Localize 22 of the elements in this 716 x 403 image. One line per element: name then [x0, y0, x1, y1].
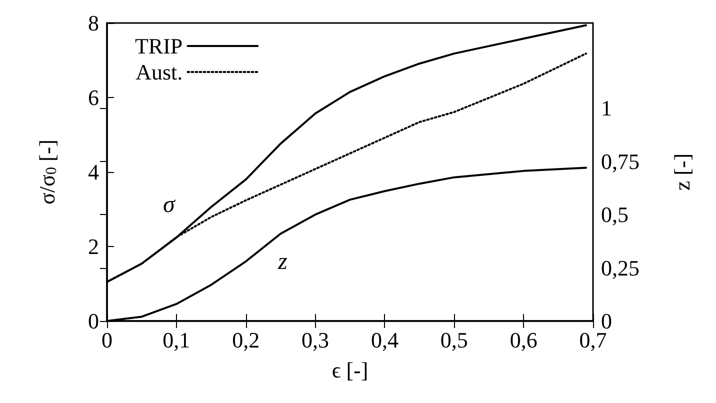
y-tick-label: 2 [88, 234, 99, 259]
y-tick-label: 8 [88, 10, 99, 36]
legend-label: TRIP [134, 34, 183, 58]
annotation: σ [163, 192, 176, 218]
y2-tick-label: 1 [601, 96, 612, 121]
y2-tick-label: 0,25 [601, 255, 640, 280]
x-tick-label: 0,4 [370, 328, 398, 352]
x-tick-label: 0,2 [232, 328, 260, 352]
y2-tick-label: 0,75 [601, 148, 640, 174]
x-tick-label: 0,5 [440, 328, 468, 352]
y-tick-label: 0 [88, 308, 99, 334]
annotation: z [277, 249, 288, 275]
x-axis-title: ϵ [-] [332, 358, 368, 382]
y-tick-label: 6 [88, 85, 99, 110]
x-tick-label: 0,6 [510, 328, 538, 352]
legend-label: Aust. [136, 60, 183, 84]
x-tick-label: 0,1 [162, 328, 190, 352]
x-tick-label: 0,3 [302, 328, 330, 352]
y2-axis-title: z [-] [670, 153, 694, 191]
y2-tick-label: 0,5 [601, 202, 628, 228]
y-tick-label: 4 [88, 160, 99, 184]
y-axis-title: σ/σ0 [-] [34, 139, 60, 205]
